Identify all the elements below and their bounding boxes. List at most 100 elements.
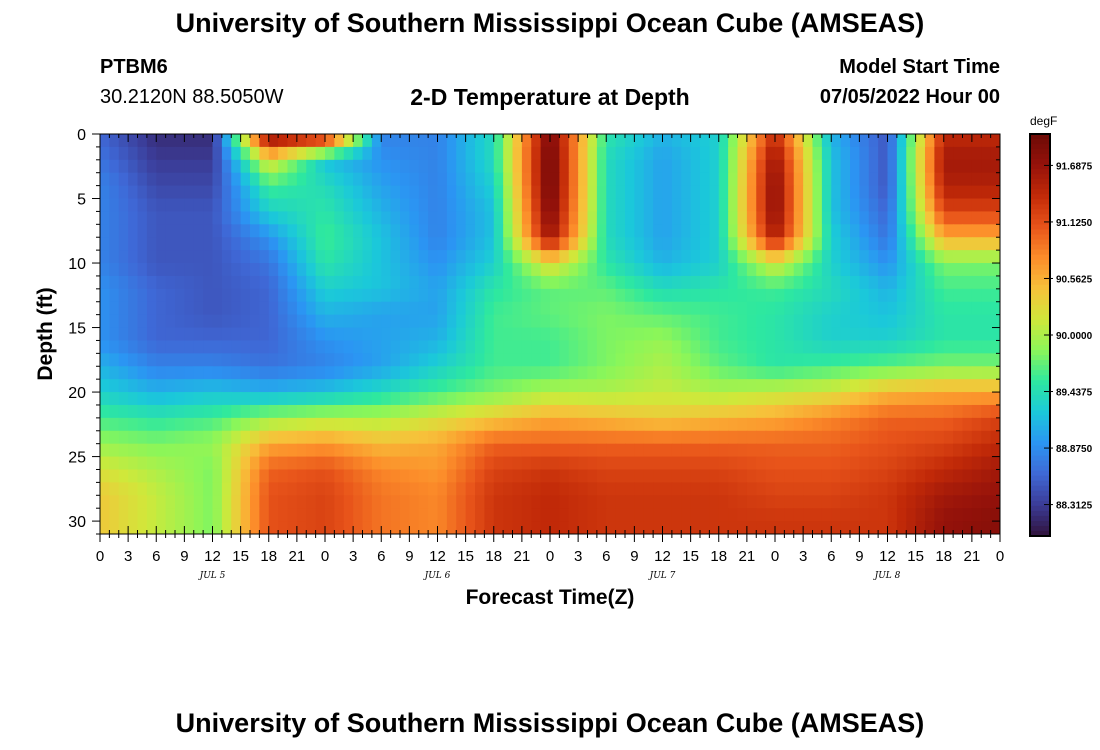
heatmap-cell — [634, 146, 645, 161]
heatmap-cell — [287, 469, 298, 483]
heatmap-cell — [371, 301, 382, 316]
heatmap-cell — [850, 443, 860, 458]
heatmap-cell — [184, 159, 195, 174]
heatmap-cell — [221, 263, 232, 277]
heatmap-cell — [334, 404, 345, 419]
heatmap-cell — [831, 224, 842, 238]
heatmap-cell — [784, 224, 795, 238]
heatmap-cell — [118, 430, 129, 445]
heatmap-cell — [175, 404, 185, 419]
heatmap-cell — [784, 353, 795, 367]
heatmap-cell — [615, 301, 626, 316]
heatmap-cell — [371, 211, 382, 225]
heatmap-cell — [578, 172, 589, 187]
heatmap-cell — [503, 263, 514, 277]
heatmap-cell — [325, 159, 335, 174]
heatmap-cell — [259, 301, 270, 316]
heatmap-cell — [606, 301, 617, 316]
heatmap-cell — [325, 301, 335, 316]
heatmap-cell — [746, 456, 757, 471]
heatmap-cell — [578, 275, 589, 290]
heatmap-cell — [521, 508, 532, 522]
heatmap-cell — [296, 159, 307, 174]
heatmap-cell — [296, 327, 307, 342]
heatmap-cell — [746, 172, 757, 187]
heatmap-cell — [409, 224, 420, 238]
heatmap-cell — [962, 172, 973, 187]
heatmap-cell — [512, 404, 523, 419]
heatmap-cell — [728, 224, 739, 238]
x-tick-label: 9 — [405, 548, 413, 565]
heatmap-cell — [334, 301, 345, 316]
heatmap-cell — [915, 288, 926, 303]
heatmap-cell — [475, 159, 485, 174]
heatmap-cell — [231, 495, 242, 509]
heatmap-cell — [512, 314, 523, 329]
heatmap-cell — [943, 443, 954, 458]
heatmap-cell — [896, 250, 907, 264]
heatmap-cell — [287, 404, 298, 419]
heatmap-cell — [306, 353, 317, 367]
heatmap-cell — [343, 353, 354, 367]
heatmap-cell — [484, 366, 495, 380]
heatmap-cell — [615, 456, 626, 471]
heatmap-cell — [146, 495, 157, 509]
heatmap-cell — [775, 521, 785, 534]
heatmap-cell — [437, 185, 448, 200]
heatmap-cell — [746, 159, 757, 174]
heatmap-cell — [334, 469, 345, 483]
heatmap-cell — [100, 417, 110, 432]
heatmap-cell — [803, 340, 814, 354]
heatmap-cell — [934, 430, 945, 445]
heatmap-cell — [203, 146, 214, 161]
colorbar-swatch — [1030, 410, 1050, 417]
heatmap-cell — [784, 211, 795, 225]
heatmap-cell — [765, 495, 776, 509]
heatmap-cell — [287, 301, 298, 316]
heatmap-cell — [137, 134, 148, 148]
heatmap-cell — [709, 404, 720, 419]
heatmap-cell — [868, 366, 879, 380]
heatmap-cell — [306, 404, 317, 419]
heatmap-cell — [803, 211, 814, 225]
heatmap-cell — [634, 288, 645, 303]
heatmap-cell — [390, 366, 401, 380]
heatmap-cell — [821, 159, 832, 174]
heatmap-cell — [146, 521, 157, 534]
heatmap-cell — [193, 469, 204, 483]
heatmap-cell — [428, 340, 439, 354]
heatmap-cell — [212, 353, 223, 367]
heatmap-cell — [878, 301, 889, 316]
heatmap-cell — [325, 275, 335, 290]
heatmap-cell — [887, 301, 898, 316]
heatmap-cell — [803, 159, 814, 174]
heatmap-cell — [915, 301, 926, 316]
heatmap-cell — [390, 404, 401, 419]
heatmap-cell — [850, 430, 860, 445]
heatmap-cell — [118, 327, 129, 342]
heatmap-cell — [390, 198, 401, 213]
heatmap-cell — [728, 198, 739, 213]
heatmap-cell — [737, 482, 748, 496]
heatmap-cell — [896, 456, 907, 471]
heatmap-cell — [175, 159, 185, 174]
heatmap-cell — [128, 134, 139, 148]
heatmap-cell — [775, 185, 785, 200]
heatmap-cell — [868, 392, 879, 406]
heatmap-cell — [625, 443, 635, 458]
heatmap-cell — [578, 508, 589, 522]
heatmap-cell — [671, 392, 682, 406]
heatmap-cell — [606, 392, 617, 406]
heatmap-cell — [784, 288, 795, 303]
heatmap-cell — [503, 301, 514, 316]
heatmap-cell — [981, 417, 992, 432]
heatmap-cell — [587, 185, 598, 200]
heatmap-cell — [278, 198, 289, 213]
heatmap-cell — [606, 146, 617, 161]
heatmap-cell — [887, 327, 898, 342]
y-tick-label: 20 — [68, 385, 86, 402]
heatmap-cell — [915, 353, 926, 367]
heatmap-cell — [156, 495, 167, 509]
heatmap-cell — [878, 237, 889, 251]
heatmap-cell — [737, 185, 748, 200]
